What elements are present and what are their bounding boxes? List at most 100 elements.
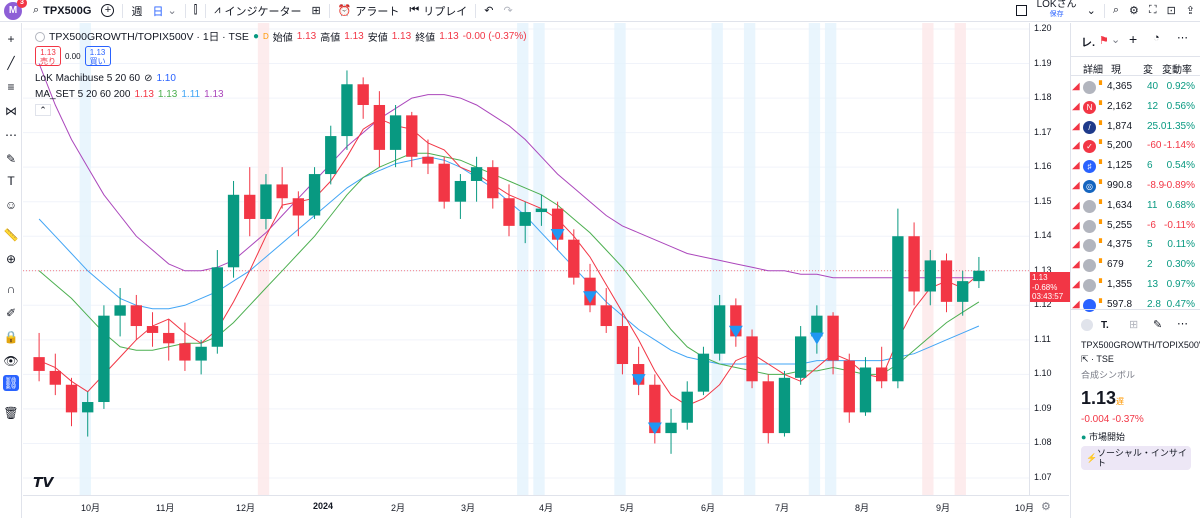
- external-link-icon[interactable]: ⇱: [1081, 354, 1089, 364]
- price-chart[interactable]: [23, 23, 1029, 495]
- layout-name[interactable]: LOKさん 保存: [1036, 0, 1077, 18]
- watchlist-row[interactable]: ◢ ◎ ▘ 990.8 -8.9 -0.89%: [1071, 176, 1200, 196]
- brush-icon[interactable]: ✎: [5, 152, 17, 166]
- watchlist-row[interactable]: ◢ ▘ 1,634 11 0.68%: [1071, 196, 1200, 216]
- time-tick-label: 8月: [855, 503, 870, 513]
- measure-lines-icon[interactable]: ⋯: [5, 128, 17, 142]
- watch-change: -6: [1147, 219, 1156, 231]
- chart-type-button[interactable]: ⫿: [189, 0, 203, 22]
- watch-change-pct: -0.11%: [1164, 219, 1195, 231]
- plus-circle-icon: +: [101, 4, 115, 17]
- emoji-icon[interactable]: ☺: [4, 198, 18, 212]
- candle-body: [114, 305, 126, 316]
- lock-icon[interactable]: 🔒: [3, 330, 19, 344]
- layout-button[interactable]: [1011, 0, 1032, 22]
- chart-area[interactable]: TPX500GROWTH/TOPIX500V · 1日 · TSE ● D 始値…: [23, 23, 1029, 495]
- edit-icon[interactable]: ✎: [1153, 319, 1163, 331]
- text-icon[interactable]: T: [7, 174, 15, 188]
- time-tick-label: 4月: [539, 503, 554, 513]
- more-icon[interactable]: ⋯: [1177, 318, 1188, 330]
- ruler-icon[interactable]: 📏: [3, 228, 19, 242]
- chart-settings-button[interactable]: ⚙: [1041, 500, 1051, 513]
- interval-week[interactable]: 週: [131, 5, 143, 18]
- flag-icon: ◢: [1072, 140, 1080, 152]
- series-title: TPX500GROWTH/TOPIX500V · 1日 · TSE: [49, 31, 249, 43]
- undo-button[interactable]: ↶: [479, 0, 498, 22]
- watch-change-pct: 1.35%: [1166, 120, 1195, 132]
- watch-change-pct: -1.14%: [1163, 140, 1195, 152]
- grid-icon: ⊞: [311, 5, 321, 17]
- grid-icon[interactable]: ⊞: [1129, 319, 1139, 331]
- interval-day[interactable]: 日 ⌄: [152, 5, 177, 18]
- price-tick-label: 1.08: [1034, 437, 1052, 448]
- trend-line-icon[interactable]: ╱: [7, 56, 15, 70]
- delayed-icon: ▘: [1099, 120, 1106, 130]
- price-scale[interactable]: 1.20 1.19 1.18 1.17 1.16 1.15 1.14 1.13 1.12 1.11…: [1029, 23, 1070, 495]
- chevron-down-icon[interactable]: ⌄: [1111, 34, 1121, 46]
- collapse-legend-button[interactable]: ⌃: [35, 104, 51, 116]
- divider: [122, 3, 124, 18]
- add-symbol-icon[interactable]: +: [1129, 31, 1138, 47]
- publish-button[interactable]: ⇪: [1181, 0, 1200, 22]
- eye-icon[interactable]: 👁: [3, 354, 19, 368]
- settings-button[interactable]: ⚙: [1124, 0, 1144, 22]
- price-tick-label: 1.19: [1034, 57, 1052, 68]
- layouts-button[interactable]: ⊞: [306, 0, 325, 22]
- trash-icon[interactable]: 🗑: [3, 406, 19, 420]
- add-symbol-button[interactable]: +: [96, 0, 119, 22]
- indicator-legend-2[interactable]: MA_SET 5 20 60 200 1.13 1.13 1.11 1.13: [35, 89, 224, 100]
- candle-body: [746, 336, 758, 382]
- alert-button[interactable]: ⏰ アラート: [337, 5, 400, 18]
- pencil-lock-icon[interactable]: ✐: [5, 306, 17, 320]
- watchlist-row[interactable]: ◢ ▘ 5,255 -6 -0.11%: [1071, 216, 1200, 236]
- signal-band: [824, 23, 837, 495]
- price-tick-label: 1.18: [1034, 92, 1052, 103]
- price-tick-label: 1.10: [1034, 368, 1052, 379]
- symbol-search[interactable]: ⌕ TPX500G: [28, 0, 96, 22]
- watch-price: 5,200: [1107, 140, 1133, 152]
- time-scale[interactable]: 10月 11月 12月 2024 2月 3月 4月 5月 6月 7月 8月 9月 10月 ⚙: [23, 495, 1069, 518]
- magnet-icon[interactable]: ∩: [6, 282, 16, 296]
- watchlist-row[interactable]: ◢ ▘ 1,355 13 0.97%: [1071, 275, 1200, 295]
- watch-price: 5,255: [1107, 219, 1133, 231]
- watchlist-row[interactable]: ◢ / ▘ 1,874 25.0 1.35%: [1071, 117, 1200, 137]
- fullscreen-button[interactable]: ⛶: [1144, 0, 1162, 22]
- watchlist-row[interactable]: ◢ ✓ ▘ 5,200 -60 -1.14%: [1071, 136, 1200, 156]
- candle-body: [33, 357, 45, 371]
- flag-icon[interactable]: ⚑: [1099, 35, 1109, 47]
- indicator-legend-1[interactable]: LoK Machibuse 5 20 60 ⊘ 1.10: [35, 73, 176, 84]
- redo-button[interactable]: ↷: [499, 0, 518, 22]
- time-tick-label: 2月: [391, 503, 406, 513]
- candle-body: [568, 239, 580, 278]
- candle-body: [276, 184, 288, 199]
- square-icon: [1015, 5, 1027, 16]
- candle-body: [163, 332, 175, 344]
- crosshair-icon[interactable]: +: [7, 32, 15, 46]
- pattern-icon[interactable]: ⋈: [5, 104, 17, 118]
- signal-band: [954, 23, 966, 495]
- watchlist-row[interactable]: ◢ ▘ 679 2 0.30%: [1071, 255, 1200, 275]
- indicators-button[interactable]: ⩘ インジケーター: [214, 4, 302, 18]
- buy-button[interactable]: 1.13 買い: [84, 46, 111, 66]
- watchlist-row[interactable]: ◢ ♯ ▘ 1,125 6 0.54%: [1071, 156, 1200, 176]
- quick-search-button[interactable]: ⌕: [1108, 0, 1124, 22]
- zoom-in-icon[interactable]: ⊕: [5, 252, 17, 266]
- replay-button[interactable]: ⏮ リプレイ: [409, 4, 468, 18]
- watchlist-row[interactable]: ◢ ▘ 4,375 5 0.11%: [1071, 235, 1200, 255]
- sell-button[interactable]: 1.13 売り: [35, 46, 61, 66]
- horizontal-lines-icon[interactable]: ≡: [7, 80, 15, 94]
- signal-band: [533, 23, 545, 495]
- layout-menu[interactable]: ⌄: [1082, 0, 1101, 22]
- watchlist-title[interactable]: レ.: [1081, 37, 1096, 49]
- candle-body: [389, 115, 402, 150]
- watchlist-row[interactable]: ◢ ▘ 597.8 2.8 0.47%: [1071, 295, 1200, 315]
- watchlist-row[interactable]: ◢ ▘ 4,365 40 0.92%: [1071, 77, 1200, 97]
- social-insight-button[interactable]: ⚡ ソーシャル・インサイト: [1081, 446, 1191, 470]
- snapshot-button[interactable]: ⊡: [1162, 0, 1181, 22]
- watchlist-row[interactable]: ◢ N ▘ 2,162 12 0.56%: [1071, 97, 1200, 117]
- link-icon[interactable]: ⛓: [3, 375, 19, 391]
- more-icon[interactable]: ⋯: [1177, 32, 1188, 44]
- info-icon[interactable]: [35, 31, 45, 42]
- history-icon[interactable]: ◔: [1153, 32, 1160, 44]
